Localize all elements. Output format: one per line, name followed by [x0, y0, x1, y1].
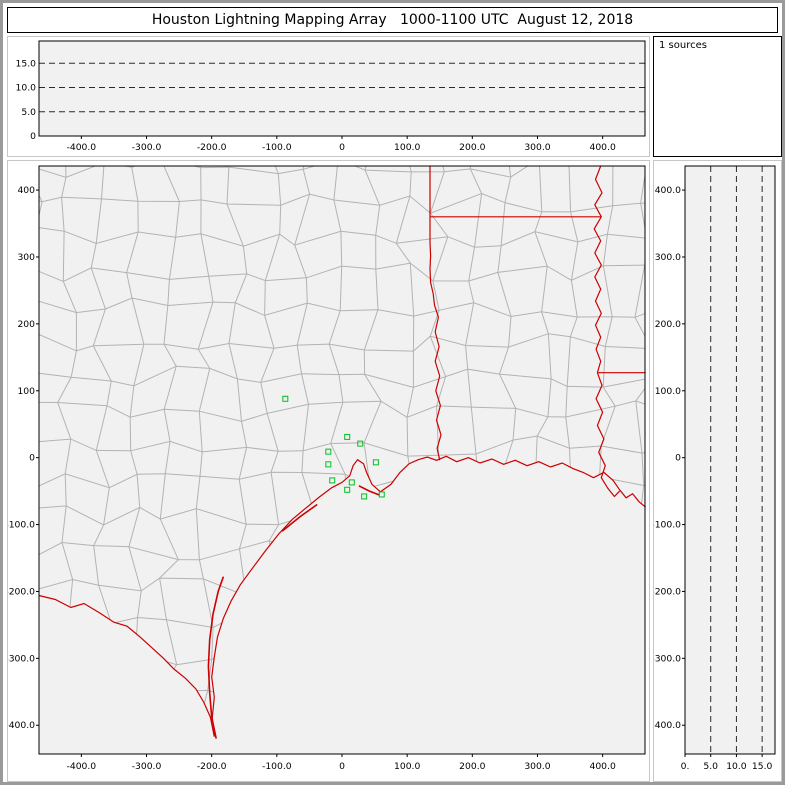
svg-text:10.0: 10.0	[16, 83, 37, 94]
lma-station-marker	[325, 448, 332, 455]
svg-text:-300.0: -300.0	[132, 761, 162, 772]
svg-text:-200.0: -200.0	[8, 586, 35, 597]
svg-text:0: 0	[675, 453, 681, 464]
svg-text:400.0: 400.0	[589, 761, 615, 772]
state-borders	[38, 165, 647, 739]
state-border-line	[593, 165, 603, 373]
svg-text:200.0: 200.0	[459, 761, 485, 772]
svg-text:-200.0: -200.0	[654, 586, 681, 597]
barrier-island	[281, 503, 318, 532]
svg-text:-400.0: -400.0	[67, 761, 97, 772]
plan-view-map-panel: 400 300 200 100 0 -100.0 -200.0 -300.0 -400.0 -40…	[7, 160, 650, 782]
window-title: Houston Lightning Mapping Array 1000-110…	[7, 7, 778, 33]
svg-text:-100.0: -100.0	[262, 142, 292, 153]
altitude-vs-northsouth-panel: 400.0 300.0 200.0 100.0 0 -100.0 -200.0 -300.0 -…	[653, 160, 782, 782]
svg-text:0: 0	[30, 131, 36, 142]
svg-text:10.0: 10.0	[726, 761, 747, 772]
plan-map-plot: 400 300 200 100 0 -100.0 -200.0 -300.0 -400.0 -40…	[8, 165, 647, 772]
rio-grande-border	[38, 594, 215, 737]
svg-text:400.0: 400.0	[655, 185, 681, 196]
svg-text:-300.0: -300.0	[654, 653, 681, 664]
svg-text:200.0: 200.0	[459, 142, 485, 153]
svg-text:300: 300	[17, 252, 35, 263]
svg-text:15.0: 15.0	[752, 761, 773, 772]
lma-station-marker	[357, 440, 364, 447]
svg-text:5.0: 5.0	[21, 107, 36, 118]
svg-text:-300.0: -300.0	[132, 142, 162, 153]
state-border-line	[429, 166, 442, 461]
svg-text:-100.0: -100.0	[262, 761, 292, 772]
svg-text:400: 400	[17, 185, 35, 196]
svg-text:-200.0: -200.0	[197, 761, 227, 772]
svg-text:-400.0: -400.0	[8, 720, 35, 731]
barrier-island	[207, 576, 225, 739]
svg-text:5.0: 5.0	[703, 761, 718, 772]
lma-station-marker	[325, 461, 332, 468]
lma-station-marker	[344, 433, 351, 440]
svg-text:100: 100	[17, 386, 35, 397]
svg-text:300.0: 300.0	[655, 252, 681, 263]
lma-station-marker	[329, 477, 336, 484]
svg-text:200.0: 200.0	[655, 319, 681, 330]
svg-text:-100.0: -100.0	[654, 520, 681, 531]
svg-text:300.0: 300.0	[524, 142, 550, 153]
svg-text:400.0: 400.0	[589, 142, 615, 153]
altitude-dashed-gridlines	[39, 62, 645, 113]
barrier-island	[358, 485, 381, 496]
svg-text:15.0: 15.0	[16, 58, 37, 69]
svg-text:0.: 0.	[681, 761, 690, 772]
svg-text:-100.0: -100.0	[8, 520, 35, 531]
lma-stations	[282, 395, 385, 500]
lma-station-marker	[282, 395, 289, 402]
alt-ew-plot: 0 5.0 10.0 15.0 -400.0 -300.0 -200.0 -100.0 0 100…	[16, 40, 646, 153]
svg-text:100.0: 100.0	[394, 142, 420, 153]
sources-count-panel: 1 sources	[653, 36, 782, 157]
gulf-coastline	[211, 455, 647, 737]
svg-text:300.0: 300.0	[524, 761, 550, 772]
alt-ns-plot: 400.0 300.0 200.0 100.0 0 -100.0 -200.0 -300.0 -…	[654, 165, 776, 772]
svg-text:-400.0: -400.0	[654, 720, 681, 731]
state-border-line	[595, 372, 621, 498]
svg-text:-200.0: -200.0	[197, 142, 227, 153]
svg-text:100.0: 100.0	[394, 761, 420, 772]
svg-text:0: 0	[339, 142, 345, 153]
svg-text:0: 0	[29, 453, 35, 464]
lma-station-marker	[372, 459, 379, 466]
altitude-vs-eastwest-panel: 0 5.0 10.0 15.0 -400.0 -300.0 -200.0 -100.0 0 100…	[7, 36, 650, 157]
svg-text:-300.0: -300.0	[8, 653, 35, 664]
svg-text:-400.0: -400.0	[67, 142, 97, 153]
altitude-dashed-gridlines	[710, 166, 763, 754]
svg-text:100.0: 100.0	[655, 386, 681, 397]
lma-station-marker	[361, 493, 368, 500]
sources-count-label: 1 sources	[659, 40, 707, 51]
lma-station-marker	[344, 486, 351, 493]
lma-station-marker	[348, 479, 355, 486]
svg-text:0: 0	[339, 761, 345, 772]
svg-text:200: 200	[17, 319, 35, 330]
lma-station-marker	[378, 491, 385, 498]
